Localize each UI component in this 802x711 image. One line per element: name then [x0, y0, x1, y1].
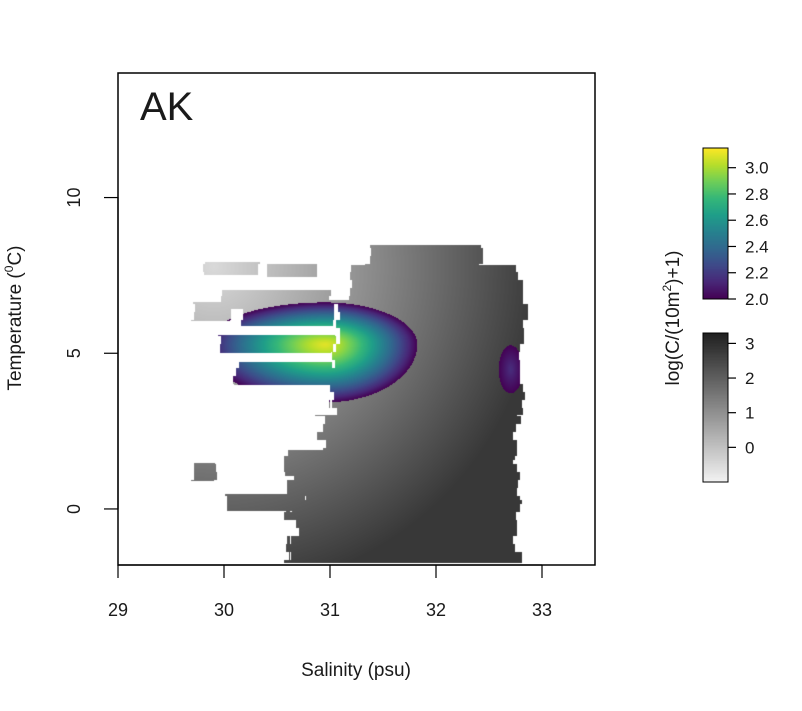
x-tick-label: 32	[426, 600, 446, 620]
heatmap-field	[118, 73, 595, 565]
y-axis-title: Temperature (0C)	[2, 245, 26, 390]
colorbar-title: log(C/(10m2)+1)	[660, 251, 684, 386]
colorbar-gray-ticks: 0 1 2 3	[728, 334, 754, 457]
panel-label: AK	[140, 85, 194, 129]
colorbar-viridis-ticks: 2.0 2.2 2.4 2.6 2.8 3.0	[728, 159, 769, 309]
y-axis-title-sup: 0	[2, 265, 16, 272]
colorbar-tick-label: 2.6	[745, 211, 769, 230]
colorbar-viridis-frame	[702, 147, 729, 300]
x-tick-label: 29	[108, 600, 128, 620]
colorbar-gray	[703, 333, 728, 482]
colorbar-tick-label: 2.2	[745, 264, 769, 283]
colorbar-tick-label: 1	[745, 404, 754, 423]
x-tick-label: 33	[532, 600, 552, 620]
colorbar-title-post: )+1)	[663, 251, 684, 285]
colorbar-tick-label: 3	[745, 334, 754, 353]
x-tick-label: 30	[214, 600, 234, 620]
y-tick-label: 10	[64, 188, 84, 208]
colorbar-tick-label: 2.0	[745, 290, 769, 309]
colorbar-tick-label: 2.8	[745, 185, 769, 204]
y-tick-label: 5	[64, 348, 84, 358]
colorbar-viridis	[703, 148, 728, 299]
x-tick-label: 31	[320, 600, 340, 620]
colorbar-title-pre: log(C/(10m	[663, 292, 684, 386]
x-axis-title: Salinity (psu)	[301, 660, 411, 681]
colorbar-tick-label: 3.0	[745, 159, 769, 178]
heatmap-raster	[118, 73, 595, 565]
colorbar-tick-label: 2	[745, 369, 754, 388]
x-axis: 29 30 31 32 33	[108, 564, 552, 620]
y-axis: 0 5 10	[64, 188, 119, 514]
y-axis-title-main: Temperature (	[5, 272, 26, 391]
colorbar-tick-label: 2.4	[745, 237, 769, 256]
colorbar-gray-frame	[702, 332, 729, 483]
colorbar-title-sup: 2	[660, 285, 674, 292]
colorbar-tick-label: 0	[745, 438, 754, 457]
y-axis-title-tail: C)	[5, 245, 26, 265]
y-tick-label: 0	[64, 504, 84, 514]
